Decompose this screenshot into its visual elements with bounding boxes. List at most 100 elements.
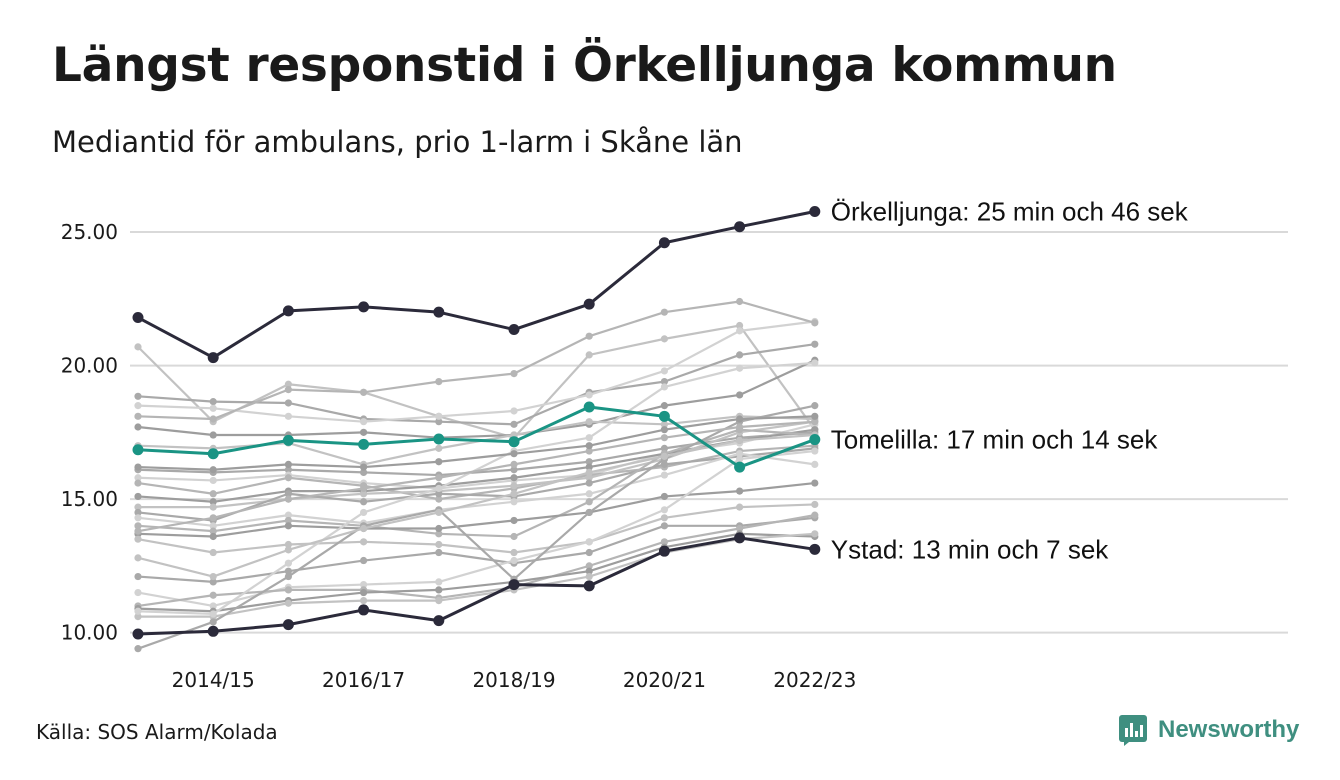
- data-point: [209, 466, 217, 474]
- data-point: [510, 474, 518, 482]
- series-line: [136, 503, 816, 554]
- y-axis-tick-labels: 10.00 15.00 20.00 25.00: [61, 220, 118, 645]
- data-point: [134, 508, 142, 517]
- data-point: [134, 554, 142, 562]
- data-point: [658, 545, 670, 557]
- data-point: [435, 508, 443, 517]
- data-point: [734, 461, 746, 473]
- series-line: [136, 516, 816, 583]
- data-point: [209, 618, 217, 626]
- data-point: [284, 511, 292, 519]
- series-line: [136, 433, 816, 578]
- background-series-line: [134, 297, 819, 423]
- data-point: [209, 398, 217, 406]
- data-point: [660, 452, 669, 460]
- data-point: [736, 423, 744, 431]
- series-tomelilla: [132, 401, 821, 473]
- data-point: [209, 532, 217, 541]
- data-point: [209, 503, 217, 511]
- series-line: [136, 444, 816, 501]
- data-point: [207, 352, 219, 364]
- data-point: [433, 306, 445, 318]
- data-point: [734, 532, 746, 544]
- data-point: [360, 524, 368, 533]
- data-point: [433, 615, 445, 627]
- data-point: [134, 463, 142, 471]
- data-point: [284, 522, 292, 530]
- data-point: [209, 572, 217, 581]
- data-point: [811, 511, 819, 519]
- data-point: [585, 332, 593, 340]
- data-point: [134, 645, 142, 653]
- data-point: [811, 418, 819, 426]
- data-point: [284, 495, 292, 503]
- data-point: [134, 514, 142, 522]
- data-point: [585, 538, 593, 546]
- data-point: [284, 466, 292, 474]
- brand-name: Newsworthy: [1158, 716, 1300, 743]
- data-point: [435, 490, 443, 498]
- data-point: [435, 596, 443, 605]
- data-point: [134, 588, 142, 597]
- data-point: [585, 498, 593, 506]
- data-point: [435, 586, 443, 594]
- x-tick-label: 2020/21: [623, 668, 706, 692]
- data-point: [209, 476, 217, 485]
- data-point: [360, 556, 368, 565]
- data-point: [811, 319, 819, 327]
- data-point: [132, 312, 144, 324]
- data-point: [360, 588, 368, 597]
- series-line: [136, 514, 816, 608]
- background-series: [134, 297, 819, 653]
- data-point: [284, 540, 292, 549]
- data-point: [360, 596, 368, 605]
- series-line: [136, 449, 816, 608]
- series-line: [136, 420, 816, 533]
- data-point: [585, 351, 593, 359]
- data-point: [134, 527, 142, 535]
- data-point: [134, 613, 142, 621]
- data-point: [736, 327, 744, 335]
- data-point: [660, 471, 669, 479]
- series-line: [136, 420, 816, 509]
- data-point: [209, 610, 217, 618]
- data-point: [811, 412, 819, 420]
- data-point: [360, 580, 368, 589]
- data-point: [134, 479, 142, 487]
- data-point: [811, 402, 819, 410]
- series-örkelljunga: [132, 205, 821, 364]
- data-point: [585, 434, 593, 442]
- data-point: [435, 412, 443, 420]
- data-point: [510, 516, 518, 525]
- highlighted-series: [132, 205, 821, 640]
- data-point: [510, 450, 518, 458]
- background-series-line: [134, 356, 819, 442]
- data-point: [660, 308, 669, 316]
- data-point: [435, 378, 443, 386]
- data-point: [284, 490, 292, 498]
- data-point: [585, 391, 593, 399]
- data-point: [585, 479, 593, 487]
- data-point: [358, 604, 370, 616]
- data-point: [660, 460, 669, 468]
- data-point: [207, 625, 219, 637]
- background-series-line: [134, 412, 819, 474]
- background-series-line: [134, 418, 819, 511]
- data-point: [209, 578, 217, 586]
- data-point: [660, 492, 669, 501]
- data-point: [132, 628, 144, 640]
- data-point: [585, 458, 593, 466]
- chart-subtitle: Mediantid för ambulans, prio 1-larm i Sk…: [52, 125, 743, 159]
- data-point: [209, 527, 217, 535]
- y-tick-label: 10.00: [61, 621, 118, 645]
- data-point: [284, 386, 292, 394]
- data-point: [736, 351, 744, 359]
- data-point: [284, 586, 292, 594]
- series-line: [136, 320, 816, 423]
- data-point: [360, 498, 368, 506]
- end-label-tomelilla: Tomelilla: 17 min och 14 sek: [831, 425, 1159, 455]
- data-point: [134, 343, 142, 351]
- data-point: [583, 298, 595, 310]
- data-point: [435, 444, 443, 452]
